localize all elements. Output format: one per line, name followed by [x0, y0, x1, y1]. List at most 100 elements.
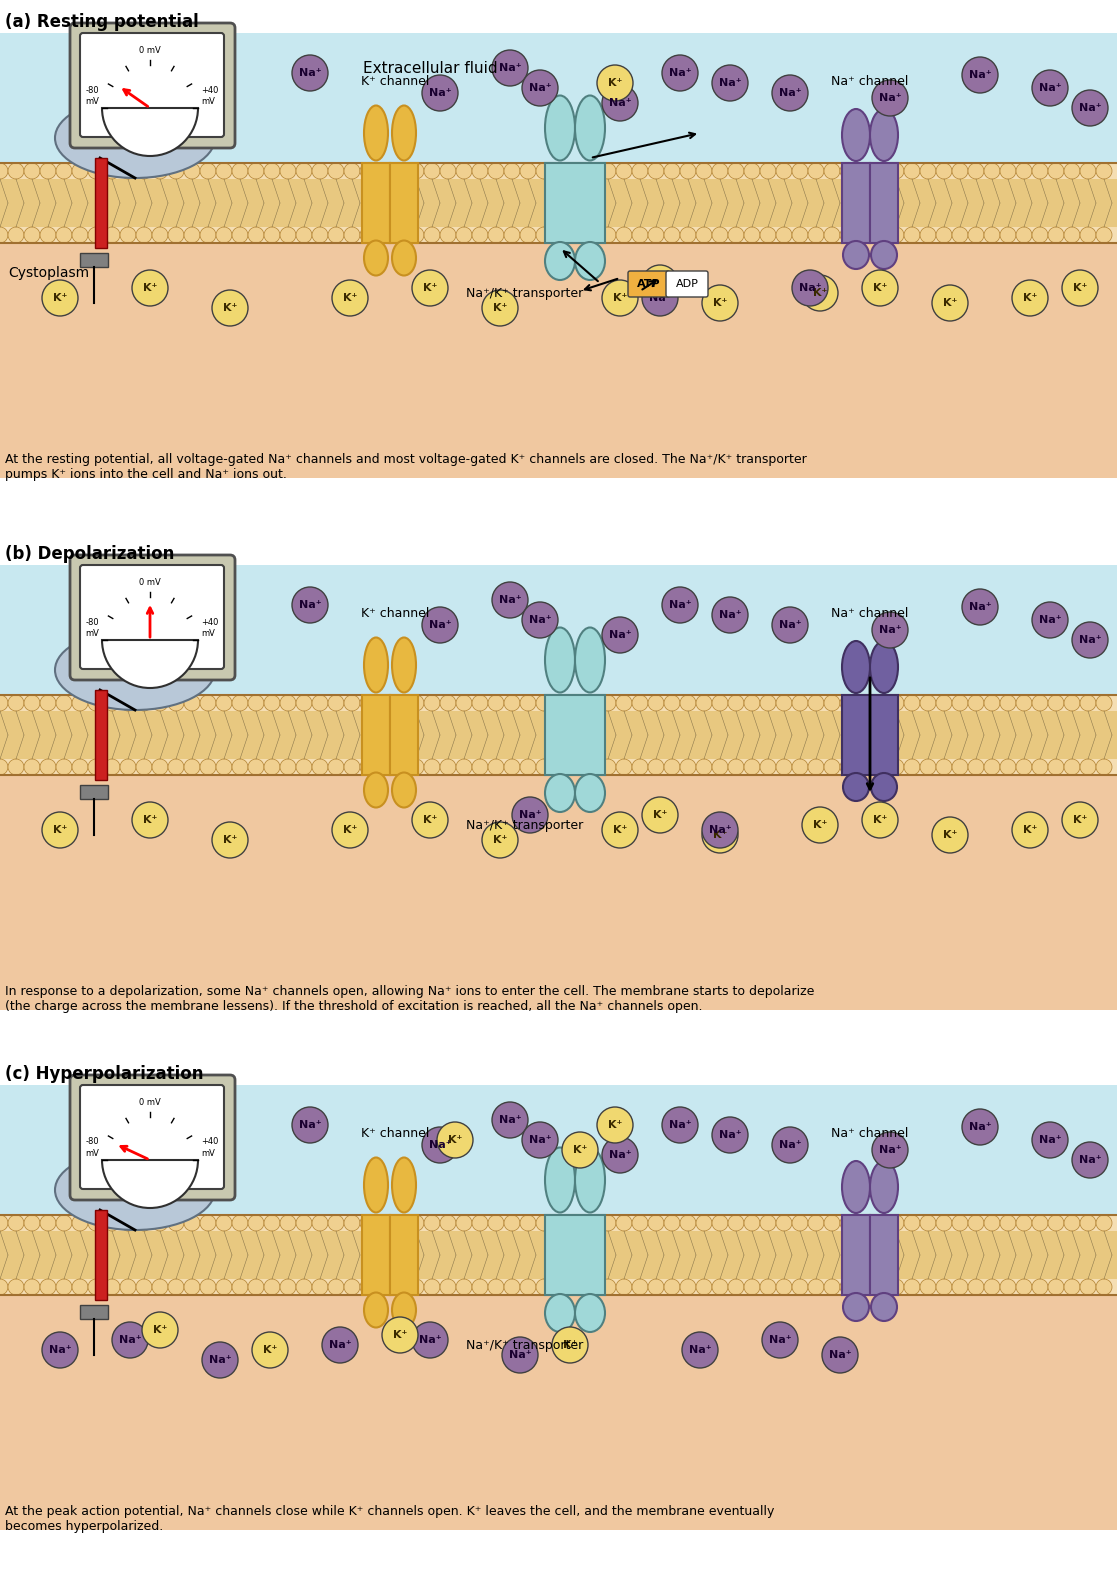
Text: Na⁺: Na⁺: [718, 78, 742, 89]
Text: Na⁺: Na⁺: [879, 1145, 901, 1156]
Circle shape: [280, 1279, 296, 1295]
Circle shape: [1065, 758, 1080, 776]
Circle shape: [968, 758, 984, 776]
Circle shape: [522, 70, 558, 106]
Circle shape: [71, 1279, 88, 1295]
Circle shape: [440, 226, 456, 244]
Circle shape: [184, 695, 200, 711]
Circle shape: [712, 597, 748, 633]
Circle shape: [662, 55, 698, 90]
Circle shape: [615, 1279, 632, 1295]
Text: K⁺ channel: K⁺ channel: [361, 606, 429, 621]
Text: K⁺ channel: K⁺ channel: [361, 74, 429, 89]
Circle shape: [504, 1279, 521, 1295]
Circle shape: [840, 695, 856, 711]
Circle shape: [472, 758, 488, 776]
Text: -80: -80: [85, 85, 99, 95]
Circle shape: [824, 695, 840, 711]
Ellipse shape: [575, 774, 605, 812]
Text: K⁺: K⁺: [943, 829, 957, 841]
Circle shape: [663, 226, 680, 244]
Circle shape: [862, 271, 898, 306]
Circle shape: [521, 758, 536, 776]
Circle shape: [792, 1216, 808, 1232]
Circle shape: [760, 163, 776, 179]
Bar: [545, 163, 605, 244]
Circle shape: [888, 226, 904, 244]
Text: K⁺: K⁺: [872, 815, 887, 825]
Circle shape: [264, 758, 280, 776]
Circle shape: [792, 1279, 808, 1295]
Circle shape: [104, 226, 120, 244]
Circle shape: [872, 1216, 888, 1232]
Circle shape: [104, 695, 120, 711]
Circle shape: [40, 1216, 56, 1232]
Text: Na⁺ channel: Na⁺ channel: [831, 1127, 909, 1140]
Text: Extracellular fluid: Extracellular fluid: [363, 60, 497, 76]
Circle shape: [552, 226, 569, 244]
Circle shape: [120, 163, 136, 179]
Circle shape: [840, 758, 856, 776]
Circle shape: [104, 163, 120, 179]
FancyBboxPatch shape: [70, 1075, 235, 1200]
Circle shape: [23, 695, 40, 711]
Text: Na⁺: Na⁺: [528, 82, 552, 93]
Circle shape: [8, 695, 23, 711]
Text: Na⁺ channel: Na⁺ channel: [831, 74, 909, 89]
Circle shape: [888, 163, 904, 179]
Circle shape: [521, 226, 536, 244]
Circle shape: [200, 695, 216, 711]
Circle shape: [932, 285, 968, 321]
Circle shape: [322, 1327, 359, 1363]
Circle shape: [408, 226, 424, 244]
Circle shape: [792, 271, 828, 306]
Circle shape: [680, 163, 696, 179]
Circle shape: [600, 758, 615, 776]
Circle shape: [332, 280, 367, 317]
Text: Na⁺: Na⁺: [328, 1339, 352, 1350]
Circle shape: [296, 226, 312, 244]
Circle shape: [862, 803, 898, 837]
Circle shape: [952, 695, 968, 711]
Circle shape: [776, 1216, 792, 1232]
Circle shape: [856, 695, 872, 711]
Circle shape: [360, 163, 376, 179]
Ellipse shape: [842, 1160, 870, 1213]
Circle shape: [328, 226, 344, 244]
Bar: [0, 1255, 1117, 1295]
Ellipse shape: [843, 1293, 869, 1320]
Circle shape: [216, 695, 232, 711]
Circle shape: [40, 1279, 56, 1295]
Circle shape: [456, 1279, 472, 1295]
Circle shape: [88, 163, 104, 179]
Text: K⁺: K⁺: [52, 293, 67, 302]
Circle shape: [744, 163, 760, 179]
Circle shape: [0, 1216, 8, 1232]
Circle shape: [8, 163, 23, 179]
Circle shape: [1065, 1279, 1080, 1295]
Text: Na⁺: Na⁺: [498, 595, 522, 605]
Circle shape: [936, 1216, 952, 1232]
Circle shape: [1000, 758, 1016, 776]
Text: (a) Resting potential: (a) Resting potential: [4, 13, 199, 32]
Ellipse shape: [545, 1293, 575, 1331]
Circle shape: [552, 1327, 588, 1363]
Circle shape: [600, 226, 615, 244]
Bar: [870, 1216, 898, 1295]
Circle shape: [136, 1279, 152, 1295]
Ellipse shape: [392, 1157, 416, 1213]
Bar: [362, 1216, 390, 1295]
Circle shape: [1080, 1279, 1096, 1295]
Circle shape: [120, 226, 136, 244]
Text: K⁺: K⁺: [608, 78, 622, 89]
Text: Na⁺: Na⁺: [718, 609, 742, 621]
Circle shape: [824, 1216, 840, 1232]
Circle shape: [802, 807, 838, 844]
Circle shape: [424, 1216, 440, 1232]
Circle shape: [584, 226, 600, 244]
Circle shape: [248, 163, 264, 179]
Circle shape: [200, 1279, 216, 1295]
Circle shape: [760, 758, 776, 776]
Circle shape: [642, 264, 678, 301]
Circle shape: [615, 758, 632, 776]
